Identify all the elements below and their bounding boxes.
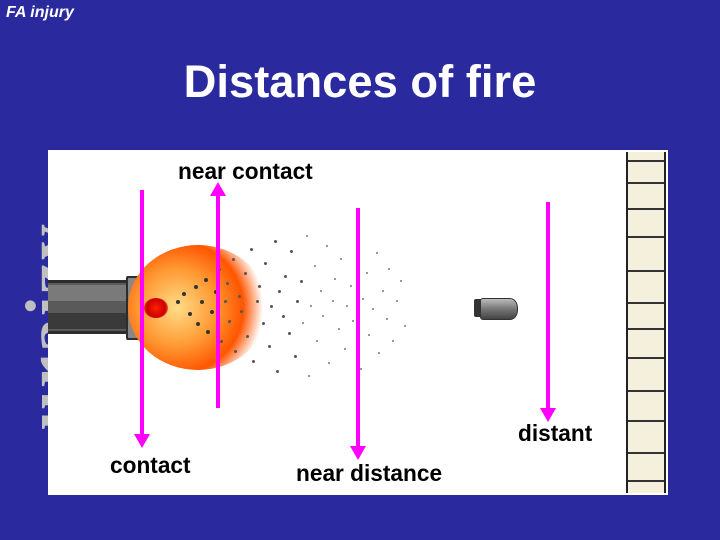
label-near-distance: near distance (296, 460, 442, 487)
arrow-near-distance (356, 208, 360, 450)
bullet (480, 298, 518, 320)
label-near-contact: near contact (178, 158, 313, 185)
arrow-contact (140, 190, 144, 438)
page-header: FA injury (6, 4, 74, 22)
slide-title: Distances of fire (0, 56, 720, 108)
arrow-distant (546, 202, 550, 412)
label-contact: contact (110, 452, 191, 479)
label-distant: distant (518, 420, 592, 447)
firing-distance-diagram: near contact contact near distance dista… (48, 150, 668, 495)
arrow-near-contact (216, 194, 220, 408)
arrow-near-distance-head (350, 446, 366, 460)
arrow-contact-head (134, 434, 150, 448)
